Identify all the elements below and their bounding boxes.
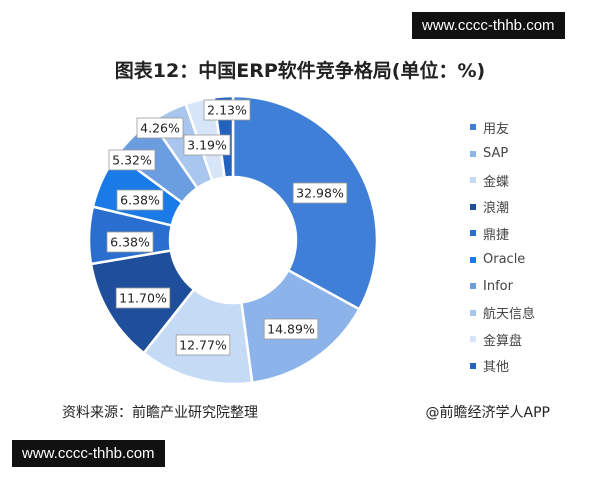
svg-text:3.19%: 3.19%: [187, 138, 227, 153]
legend-label: Infor: [483, 278, 513, 294]
legend-swatch: [470, 362, 476, 369]
legend-swatch: [470, 150, 476, 157]
svg-text:6.38%: 6.38%: [120, 193, 160, 208]
svg-text:14.89%: 14.89%: [267, 322, 315, 337]
data-label: 12.77%: [175, 334, 231, 356]
legend-swatch: [470, 256, 476, 263]
legend-label: 浪潮: [483, 201, 510, 217]
legend-swatch: [470, 336, 476, 343]
legend-label: Oracle: [483, 252, 526, 268]
legend-swatch: [470, 124, 476, 131]
legend-label: 金蝶: [483, 174, 510, 190]
legend-label: 其他: [483, 360, 510, 376]
data-label: 3.19%: [183, 134, 231, 156]
legend-swatch: [470, 230, 476, 237]
source-note: 资料来源：前瞻产业研究院整理: [62, 405, 258, 421]
data-label: 11.70%: [115, 287, 171, 309]
legend-swatch: [470, 309, 476, 316]
legend-item: Oracle: [470, 247, 535, 274]
legend-item: 用友: [470, 114, 535, 141]
legend-label: SAP: [483, 146, 509, 162]
legend-swatch: [470, 283, 476, 290]
chart-title: 图表12：中国ERP软件竞争格局(单位：%): [114, 60, 486, 82]
data-label: 32.98%: [292, 182, 348, 204]
data-label: 14.89%: [263, 318, 319, 340]
legend-item: 航天信息: [470, 300, 535, 327]
legend-label: 金算盘: [483, 333, 523, 349]
data-label: 6.38%: [116, 189, 164, 211]
legend-swatch: [470, 177, 476, 184]
svg-text:2.13%: 2.13%: [207, 103, 247, 118]
legend-item: 金算盘: [470, 326, 535, 353]
data-label: 2.13%: [203, 99, 251, 121]
watermark: www.cccc-thhb.com: [412, 12, 565, 39]
svg-text:6.38%: 6.38%: [110, 235, 150, 250]
legend-item: 其他: [470, 353, 535, 380]
svg-text:12.77%: 12.77%: [179, 338, 227, 353]
legend-item: 金蝶: [470, 167, 535, 194]
legend-item: 浪潮: [470, 194, 535, 221]
svg-text:5.32%: 5.32%: [112, 153, 152, 168]
legend-item: 鼎捷: [470, 220, 535, 247]
legend-item: Infor: [470, 273, 535, 300]
legend-item: SAP: [470, 141, 535, 168]
legend-label: 航天信息: [483, 307, 536, 323]
data-label: 4.26%: [136, 117, 184, 139]
data-label: 5.32%: [108, 149, 156, 171]
svg-text:11.70%: 11.70%: [119, 291, 167, 306]
watermark: www.cccc-thhb.com: [12, 440, 165, 467]
data-label: 6.38%: [106, 231, 154, 253]
legend-label: 鼎捷: [483, 227, 510, 243]
legend-label: 用友: [483, 121, 510, 137]
svg-text:4.26%: 4.26%: [140, 121, 180, 136]
legend-swatch: [470, 203, 476, 210]
brand-note: @前瞻经济学人APP: [425, 405, 550, 421]
legend: 用友 SAP 金蝶浪潮鼎捷 Oracle Infor 航天信息金算盘其他: [470, 114, 535, 379]
svg-text:32.98%: 32.98%: [296, 186, 344, 201]
